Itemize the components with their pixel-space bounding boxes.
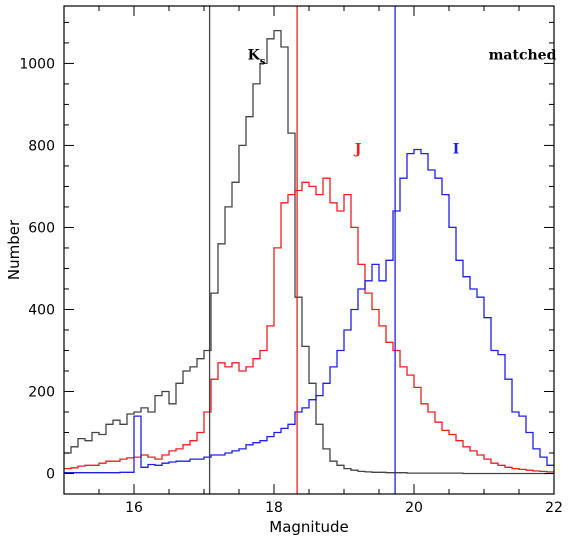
x-tick-label: 16 (125, 500, 143, 516)
x-tick-label: 22 (545, 500, 563, 516)
annotation-subscript: s (260, 56, 266, 67)
y-tick-label: 400 (28, 302, 55, 318)
y-tick-label: 1000 (19, 56, 55, 72)
y-tick-label: 800 (28, 138, 55, 154)
x-axis-label: Magnitude (269, 518, 348, 536)
y-tick-label: 200 (28, 384, 55, 400)
series-I-histogram (64, 148, 554, 474)
series-layer (64, 29, 554, 475)
annotation-j: J (353, 142, 362, 158)
annotation-matched: matched (489, 47, 557, 63)
annotation-i: I (453, 142, 460, 158)
cutoff-lines (208, 6, 396, 494)
y-tick-label: 600 (28, 220, 55, 236)
series-J-histogram (64, 177, 554, 473)
y-axis-label: Number (5, 219, 23, 280)
x-tick-label: 18 (265, 500, 283, 516)
y-tick-label: 0 (46, 466, 55, 482)
series-K-histogram (64, 29, 554, 475)
x-tick-label: 20 (405, 500, 423, 516)
axis-ticks: 16 18 20 22 0 200 400 600 800 1000 (19, 6, 563, 516)
plot-frame (63, 5, 555, 495)
